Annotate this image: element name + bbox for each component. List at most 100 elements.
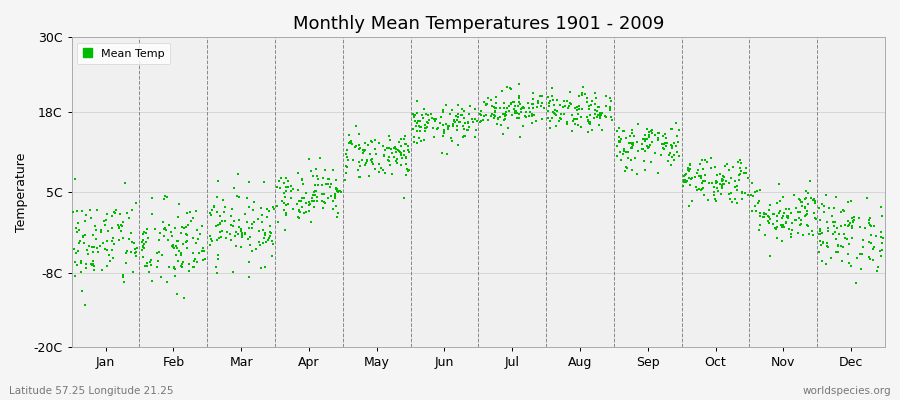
Point <box>734 168 748 174</box>
Point <box>831 243 845 250</box>
Point <box>512 92 526 99</box>
Point <box>507 98 521 105</box>
Point <box>87 222 102 229</box>
Point <box>572 106 587 112</box>
Point <box>419 110 434 117</box>
Point <box>525 101 539 108</box>
Point <box>299 190 313 196</box>
Point <box>874 204 888 210</box>
Point <box>185 235 200 241</box>
Point <box>563 89 578 96</box>
Point <box>389 149 403 156</box>
Point <box>732 159 746 166</box>
Point <box>793 220 807 227</box>
Point <box>526 96 540 102</box>
Point <box>368 137 382 143</box>
Point <box>728 178 742 184</box>
Point <box>264 230 278 237</box>
Point <box>801 201 815 208</box>
Point <box>738 190 752 196</box>
Point <box>761 213 776 220</box>
Point <box>552 118 566 124</box>
Point <box>778 220 793 227</box>
Point <box>104 224 119 231</box>
Point <box>329 214 344 220</box>
Point <box>112 225 126 232</box>
Point <box>455 112 470 118</box>
Point <box>709 178 724 184</box>
Point <box>784 210 798 216</box>
Point <box>85 244 99 250</box>
Point <box>170 245 184 252</box>
Point <box>401 167 416 173</box>
Point <box>382 162 397 169</box>
Point <box>174 250 188 256</box>
Point <box>72 227 86 234</box>
Point <box>751 199 765 206</box>
Point <box>640 143 654 150</box>
Point <box>657 141 671 147</box>
Point <box>366 160 381 167</box>
Point <box>437 126 452 133</box>
Point <box>845 222 859 229</box>
Point <box>728 196 742 202</box>
Point <box>175 230 189 236</box>
Point <box>862 239 877 245</box>
Point <box>580 129 595 136</box>
Point <box>722 190 736 197</box>
Point <box>796 232 810 238</box>
Point <box>187 264 202 270</box>
Point <box>251 239 266 246</box>
Point <box>468 106 482 112</box>
Point <box>204 236 219 242</box>
Point <box>162 222 176 228</box>
Point <box>770 224 785 230</box>
Point <box>624 145 638 152</box>
Point <box>461 119 475 125</box>
Point <box>488 109 502 115</box>
Point <box>77 240 92 246</box>
Point <box>581 106 596 112</box>
Point <box>291 187 305 193</box>
Point <box>564 101 579 108</box>
Point <box>419 119 434 125</box>
Point <box>307 197 321 204</box>
Point <box>232 194 247 200</box>
Point <box>332 188 347 194</box>
Point <box>495 110 509 117</box>
Point <box>206 202 220 209</box>
Point <box>436 129 451 135</box>
Point <box>572 93 587 99</box>
Point <box>320 175 335 182</box>
Point <box>211 256 225 262</box>
Point <box>806 196 821 202</box>
Legend: Mean Temp: Mean Temp <box>77 43 170 64</box>
Point <box>141 235 156 242</box>
Point <box>741 175 755 182</box>
Point <box>479 102 493 108</box>
Point <box>475 117 490 124</box>
Point <box>589 90 603 96</box>
Point <box>481 116 495 123</box>
Point <box>384 146 399 152</box>
Point <box>242 204 256 210</box>
Point <box>678 172 692 178</box>
Point <box>397 135 411 142</box>
Point <box>229 243 243 249</box>
Point <box>770 213 785 219</box>
Point <box>571 111 585 117</box>
Point <box>570 104 584 110</box>
Point <box>217 209 231 215</box>
Point <box>96 218 111 224</box>
Point <box>709 171 724 178</box>
Point <box>347 144 362 150</box>
Point <box>120 210 134 216</box>
Point <box>696 185 710 191</box>
Point <box>194 230 208 237</box>
Point <box>292 197 306 204</box>
Point <box>115 222 130 229</box>
Point <box>636 158 651 164</box>
Point <box>189 207 203 214</box>
Point <box>715 182 729 188</box>
Point <box>220 229 234 235</box>
